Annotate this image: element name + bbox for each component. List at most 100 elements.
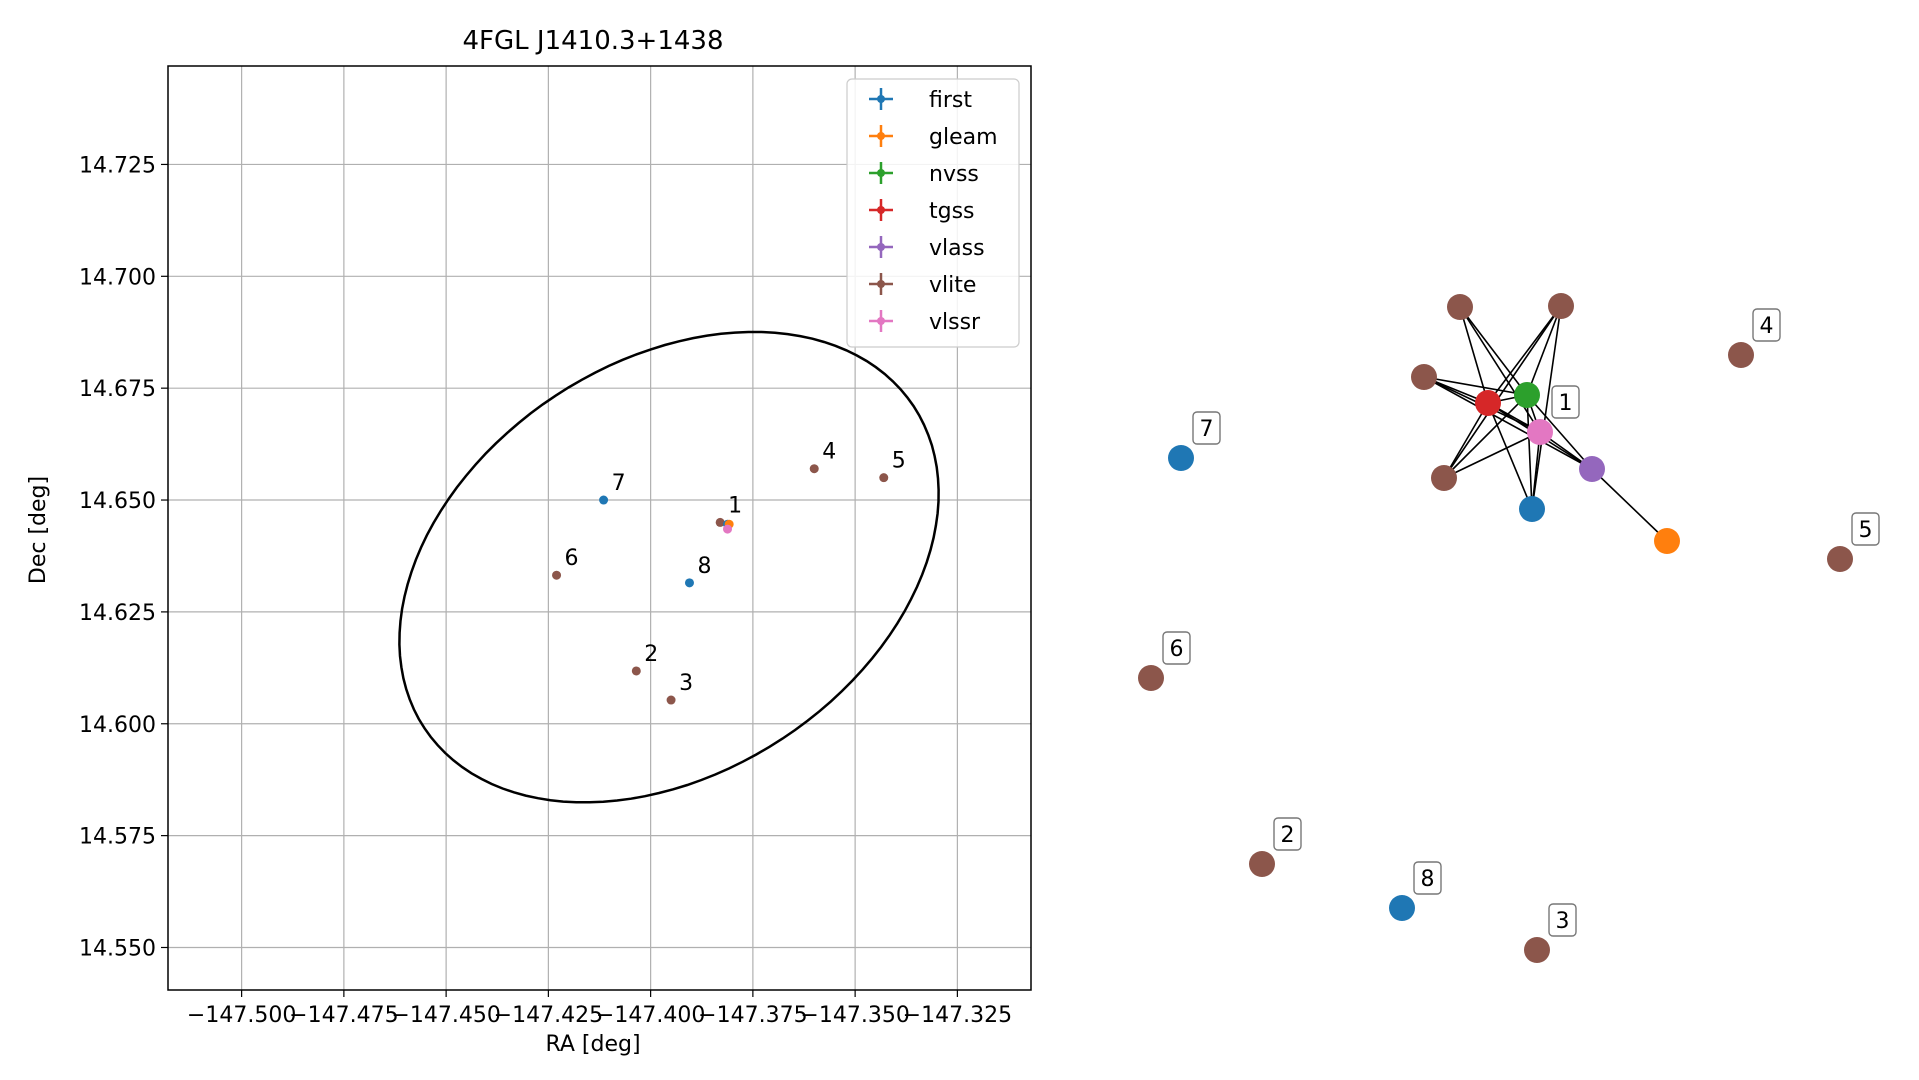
- node-label: 4: [1760, 314, 1774, 339]
- chart-title: 4FGL J1410.3+1438: [463, 26, 724, 56]
- y-tick-label: 14.725: [79, 153, 156, 178]
- scatter-point-vlite: [879, 473, 889, 483]
- graph-edge: [1443, 305, 1562, 479]
- point-label: 8: [697, 554, 711, 579]
- x-tick-label: −147.325: [903, 1003, 1012, 1028]
- node-label-box: [1192, 411, 1221, 445]
- scatter-point-vlssr: [723, 524, 733, 534]
- graph-node-tgss: [1475, 390, 1501, 416]
- x-tick-label: −147.375: [698, 1003, 807, 1028]
- x-tick-label: −147.500: [187, 1003, 296, 1028]
- x-tick-label: −147.400: [596, 1003, 705, 1028]
- legend-entry-vlite: vlite: [929, 273, 976, 298]
- graph-edge: [1459, 306, 1541, 433]
- point-label: 6: [565, 546, 579, 571]
- graph-edge: [1443, 402, 1489, 479]
- y-tick-label: 14.700: [79, 265, 156, 290]
- y-tick-label: 14.550: [79, 936, 156, 961]
- plot-frame: [167, 65, 1032, 991]
- legend-box: [846, 78, 1020, 348]
- graph-node-first: [1389, 895, 1415, 921]
- node-label: 7: [1200, 417, 1214, 442]
- scatter-chart: 7 8 1 4 5 6 23 −147.500−147.475−147.450−147.42…: [26, 26, 1032, 1057]
- ellipse-path: [398, 330, 940, 804]
- y-tick-label: 14.650: [79, 489, 156, 514]
- scatter-point-vlite: [631, 666, 641, 676]
- legend-marker-dot: [877, 95, 885, 103]
- scatter-point-vlite: [715, 517, 725, 527]
- graph-node-first: [1519, 496, 1545, 522]
- scatter-points: 7 8 1 4 5 6 23: [552, 440, 906, 705]
- graph-node-vlite: [1138, 665, 1164, 691]
- node-label: 2: [1281, 823, 1295, 848]
- node-label-box: [1413, 861, 1442, 895]
- node-label-box: [1162, 631, 1191, 665]
- graph-nodes: 1 4 5 7 6 2 8 3: [1138, 293, 1880, 963]
- y-tick-label: 14.675: [79, 377, 156, 402]
- scatter-point-vlite: [552, 570, 562, 580]
- x-axis-ticks: −147.500−147.475−147.450−147.425−147.400…: [187, 990, 1012, 1028]
- node-label: 5: [1859, 518, 1873, 543]
- legend-entry-nvss: nvss: [929, 162, 979, 187]
- node-label: 8: [1421, 867, 1435, 892]
- y-tick-label: 14.575: [79, 825, 156, 850]
- point-label: 2: [644, 642, 658, 667]
- graph-node-vlite: [1524, 937, 1550, 963]
- x-tick-label: −147.475: [289, 1003, 398, 1028]
- legend-marker-dot: [877, 280, 885, 288]
- point-label: 1: [728, 493, 742, 518]
- graph-node-vlssr: [1527, 419, 1553, 445]
- graph-edge: [1531, 305, 1562, 510]
- legend-marker-dot: [877, 243, 885, 251]
- graph-edge: [1443, 394, 1528, 479]
- node-label-box: [1851, 512, 1880, 546]
- graph-node-vlite: [1548, 293, 1574, 319]
- scatter-point-first: [684, 578, 694, 588]
- x-tick-label: −147.425: [494, 1003, 603, 1028]
- node-label-box: [1551, 385, 1580, 419]
- y-tick-label: 14.600: [79, 713, 156, 738]
- legend-marker-dot: [877, 169, 885, 177]
- scatter-point-vlite: [809, 464, 819, 474]
- graph-edge: [1487, 402, 1533, 510]
- graph-node-gleam: [1654, 528, 1680, 554]
- legend-marker-dot: [877, 206, 885, 214]
- graph-node-vlite: [1431, 465, 1457, 491]
- scatter-point-first: [599, 495, 609, 505]
- y-axis-ticks: 14.550 14.575 14.600 14.625 14.650 14.675 14.7…: [79, 153, 168, 961]
- graph-edge: [1526, 394, 1533, 510]
- node-label: 3: [1556, 909, 1570, 934]
- point-label: 4: [822, 440, 836, 465]
- graph-edge: [1526, 305, 1562, 396]
- graph-edge: [1526, 394, 1593, 470]
- graph-node-vlite: [1728, 342, 1754, 368]
- uncertainty-ellipse: [398, 330, 940, 804]
- graph-node-first: [1168, 445, 1194, 471]
- point-label: 5: [892, 449, 906, 474]
- legend-marker-dot: [877, 132, 885, 140]
- y-axis-label: Dec [deg]: [26, 476, 51, 584]
- legend-entry-first: first: [929, 88, 972, 113]
- graph-edge: [1423, 376, 1593, 470]
- graph-node-vlite: [1447, 294, 1473, 320]
- scatter-point-vlite: [666, 695, 676, 705]
- graph-node-vlite: [1411, 364, 1437, 390]
- legend-entry-gleam: gleam: [929, 125, 998, 150]
- x-tick-label: −147.350: [800, 1003, 909, 1028]
- legend-entry-vlass: vlass: [929, 236, 985, 261]
- graph-edge: [1459, 306, 1528, 396]
- node-label: 6: [1170, 637, 1184, 662]
- node-label: 1: [1559, 391, 1573, 416]
- legend: first gleam nvss tgss vlass vlite vlssr: [846, 78, 1020, 348]
- point-label: 3: [679, 671, 693, 696]
- graph-node-vlite: [1827, 546, 1853, 572]
- graph-node-vlite: [1249, 851, 1275, 877]
- graph-edge: [1443, 431, 1541, 479]
- legend-entry-vlssr: vlssr: [929, 310, 981, 335]
- y-tick-label: 14.625: [79, 601, 156, 626]
- graph-node-vlass: [1579, 456, 1605, 482]
- legend-entry-tgss: tgss: [929, 199, 975, 224]
- node-label-box: [1548, 903, 1577, 937]
- node-label-box: [1273, 817, 1302, 851]
